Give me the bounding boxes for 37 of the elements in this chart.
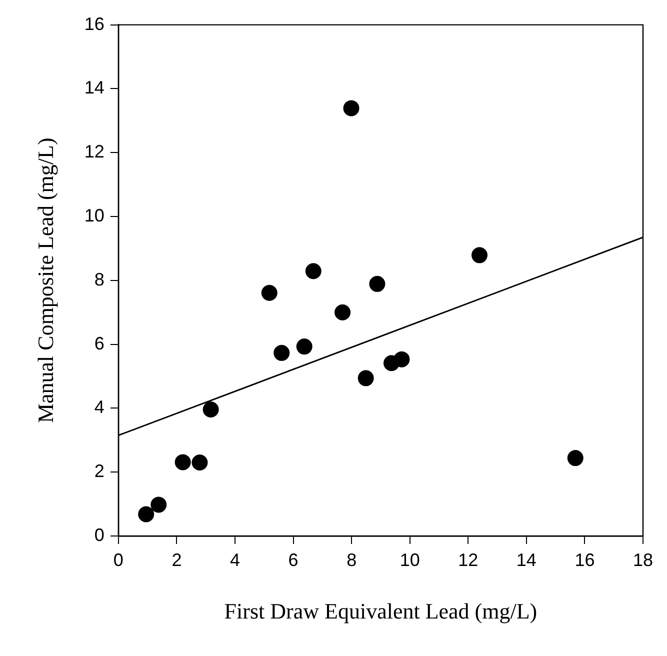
y-axis-title: Manual Composite Lead (mg/L) (32, 138, 58, 424)
x-tick-label: 16 (574, 550, 595, 570)
x-tick-label: 18 (632, 550, 654, 570)
y-tick-label: 4 (94, 397, 104, 418)
x-tick-label: 6 (288, 550, 298, 570)
x-tick-label: 10 (400, 550, 420, 570)
point (343, 100, 360, 116)
x-tick-label: 14 (516, 550, 536, 570)
y-tick-label: 14 (84, 78, 104, 98)
point (202, 401, 219, 418)
y-tick-label: 2 (94, 461, 104, 482)
y-tick-label: 10 (84, 205, 104, 226)
y-tick-label: 12 (84, 142, 104, 162)
point (150, 496, 167, 513)
x-tick-label: 4 (230, 550, 240, 570)
point (358, 370, 374, 386)
x-tick-label: 0 (113, 550, 124, 570)
point (261, 284, 278, 301)
x-axis-title: First Draw Equivalent Lead (mg/L) (224, 598, 538, 624)
point (305, 263, 322, 280)
x-tick-label: 12 (458, 550, 478, 570)
point (567, 450, 584, 466)
point (369, 276, 386, 292)
x-tick-label: 8 (346, 550, 357, 570)
y-tick-label: 6 (94, 333, 104, 354)
point (192, 454, 208, 471)
point (274, 344, 290, 361)
y-tick-label: 16 (84, 14, 104, 34)
point (334, 304, 351, 320)
point (296, 338, 312, 355)
y-tick-label: 8 (94, 269, 104, 290)
point (394, 351, 410, 368)
point (472, 247, 488, 264)
x-tick-label: 2 (172, 550, 182, 570)
point (138, 506, 154, 522)
y-tick-label: 0 (94, 524, 104, 545)
point (174, 454, 191, 470)
